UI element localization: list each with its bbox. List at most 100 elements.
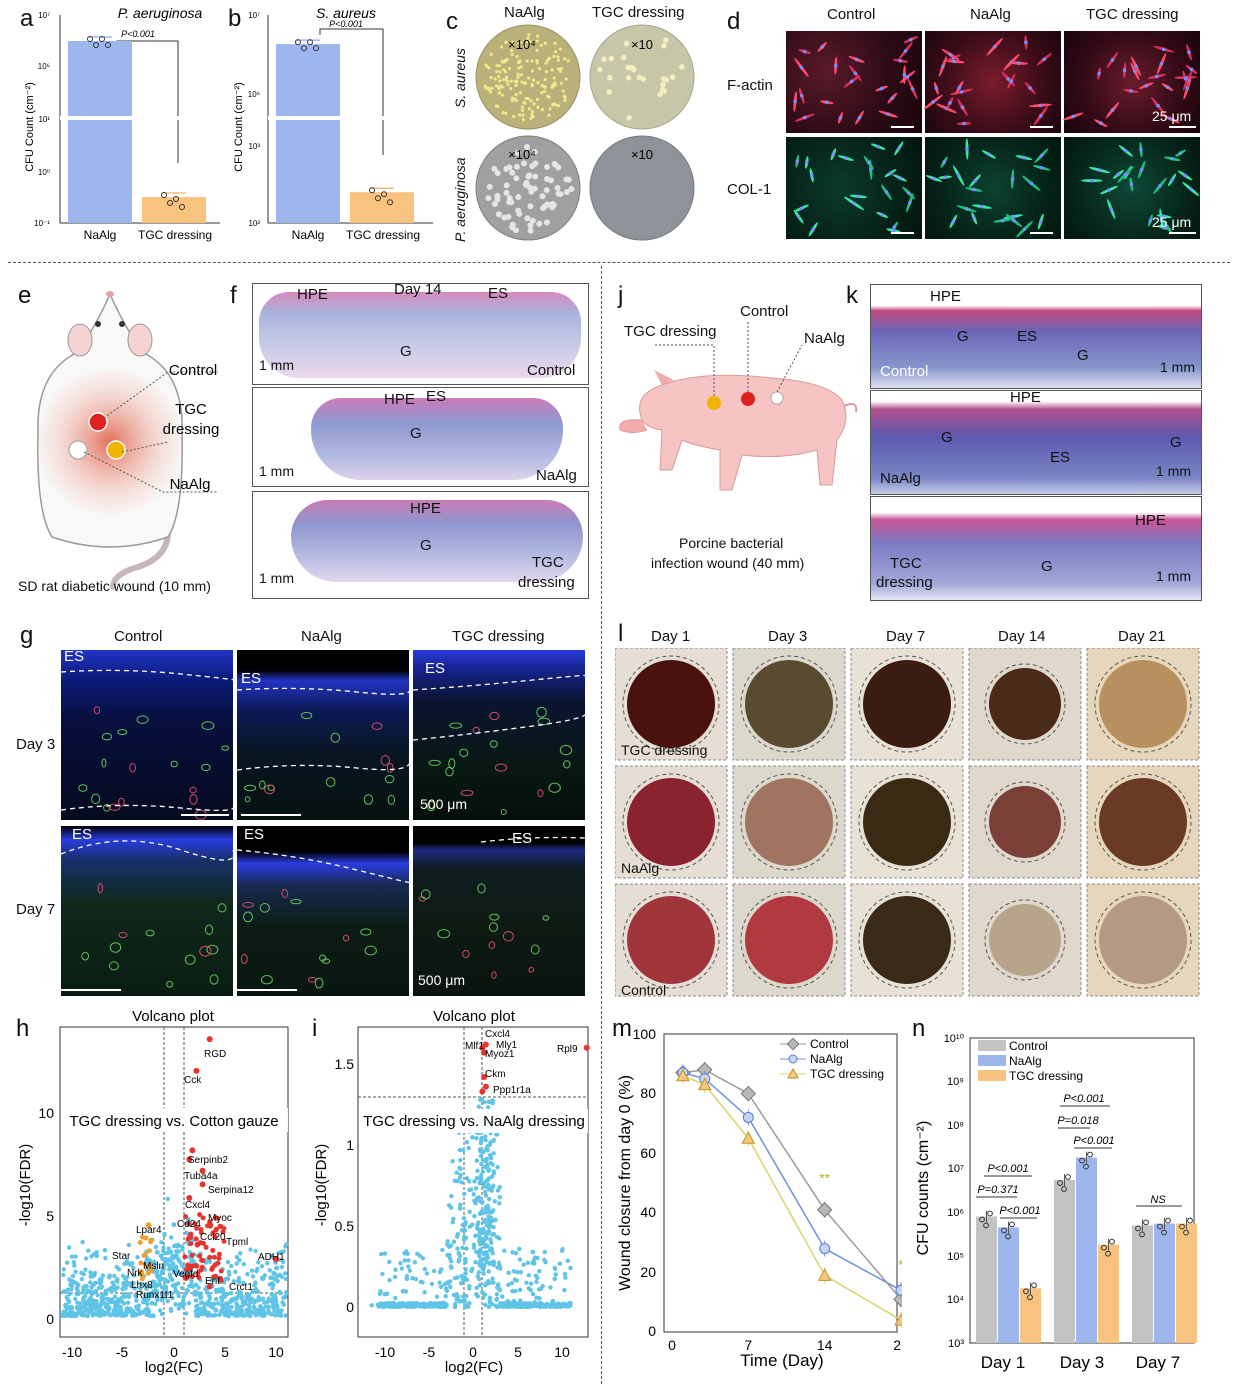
- vessel: [387, 794, 396, 805]
- panel-d-cells: [793, 35, 1200, 238]
- point: [494, 1292, 500, 1297]
- point: [72, 1263, 77, 1268]
- nucleus: [972, 216, 976, 221]
- colony: [552, 54, 556, 59]
- panel-j-naalg: NaAlg: [804, 330, 845, 347]
- colony: [539, 43, 544, 47]
- svg-text:10: 10: [554, 1344, 570, 1360]
- point: [175, 1242, 181, 1248]
- vessel: [530, 944, 540, 955]
- point-up: [214, 1226, 220, 1232]
- point: [234, 1261, 239, 1266]
- point-down: [139, 1276, 145, 1282]
- colony: [498, 79, 502, 83]
- vessel: [81, 951, 90, 961]
- point: [482, 1217, 488, 1223]
- colony: [519, 73, 524, 77]
- point-up: [218, 1278, 224, 1284]
- nucleus: [1006, 77, 1011, 81]
- svg-text:10: 10: [38, 1105, 54, 1121]
- panel-g-scale-0: 500 μm: [420, 796, 467, 812]
- point: [233, 1269, 238, 1275]
- point: [480, 1289, 485, 1295]
- vessel: [477, 883, 486, 894]
- colony: [513, 175, 520, 182]
- nucleus: [965, 147, 969, 151]
- nucleus: [1109, 207, 1114, 211]
- panel-a-title: P. aeruginosa: [118, 5, 203, 21]
- wound: [989, 668, 1061, 740]
- colony: [494, 170, 501, 177]
- point: [474, 1175, 480, 1181]
- vessel: [437, 929, 451, 939]
- point: [489, 1301, 495, 1307]
- colony: [509, 79, 513, 83]
- point: [141, 1296, 147, 1301]
- colony: [501, 111, 505, 115]
- point: [488, 1260, 493, 1266]
- nucleus: [804, 160, 809, 165]
- vessel: [264, 784, 275, 795]
- colony: [555, 164, 562, 171]
- colony: [504, 111, 508, 115]
- point: [221, 1309, 226, 1314]
- point: [122, 1276, 128, 1281]
- point: [565, 1258, 571, 1263]
- panel-f-group-2a: TGC: [532, 554, 564, 571]
- colony: [528, 39, 532, 44]
- panel-l-day-2: Day 7: [886, 628, 926, 645]
- dot: [179, 204, 185, 210]
- nucleus: [1029, 181, 1034, 186]
- colony: [553, 81, 557, 85]
- dot: [1057, 1180, 1063, 1186]
- dot: [87, 36, 93, 42]
- wound: [745, 660, 833, 748]
- panel-e-naalg: NaAlg: [170, 476, 211, 493]
- colony: [530, 113, 534, 117]
- point: [173, 1289, 178, 1294]
- point: [512, 1302, 517, 1307]
- point: [447, 1256, 453, 1261]
- point: [404, 1276, 410, 1282]
- point: [125, 1300, 131, 1305]
- nucleus: [948, 101, 952, 105]
- colony: [540, 84, 544, 88]
- colony: [505, 213, 512, 220]
- point: [500, 1294, 505, 1299]
- point: [78, 1301, 83, 1306]
- point: [487, 1153, 493, 1158]
- point: [742, 1111, 754, 1123]
- point: [89, 1300, 94, 1306]
- colony: [531, 78, 536, 82]
- series-line-0: [682, 1068, 902, 1300]
- panel-k-tgc: [870, 496, 1202, 601]
- point-up: [192, 1221, 198, 1227]
- point-up: [198, 1267, 204, 1273]
- panel-k-hpe-1: HPE: [1010, 389, 1041, 406]
- point: [478, 1263, 483, 1269]
- nucleus: [820, 45, 825, 49]
- panel-g-row-1: Day 7: [16, 901, 56, 918]
- point: [562, 1303, 568, 1309]
- point: [893, 1291, 902, 1307]
- point: [491, 1183, 496, 1189]
- dot: [1143, 1219, 1149, 1226]
- vessel: [459, 748, 469, 757]
- svg-text:Cxcl4: Cxcl4: [485, 1029, 510, 1040]
- point: [400, 1288, 406, 1294]
- point: [214, 1307, 219, 1313]
- panel-l-photos: [615, 648, 1200, 997]
- point: [530, 1292, 536, 1297]
- svg-text:10⁻¹: 10⁻¹: [34, 219, 50, 228]
- dot: [1157, 1223, 1163, 1230]
- colony: [546, 58, 550, 62]
- colony: [494, 84, 499, 88]
- panel-i-title: Volcano plot: [433, 1008, 516, 1025]
- wound: [863, 896, 951, 984]
- panel-j-control: Control: [740, 303, 789, 320]
- point: [482, 1244, 487, 1249]
- point: [458, 1280, 464, 1286]
- vessel: [489, 913, 500, 921]
- point: [108, 1313, 113, 1318]
- point: [189, 1278, 194, 1283]
